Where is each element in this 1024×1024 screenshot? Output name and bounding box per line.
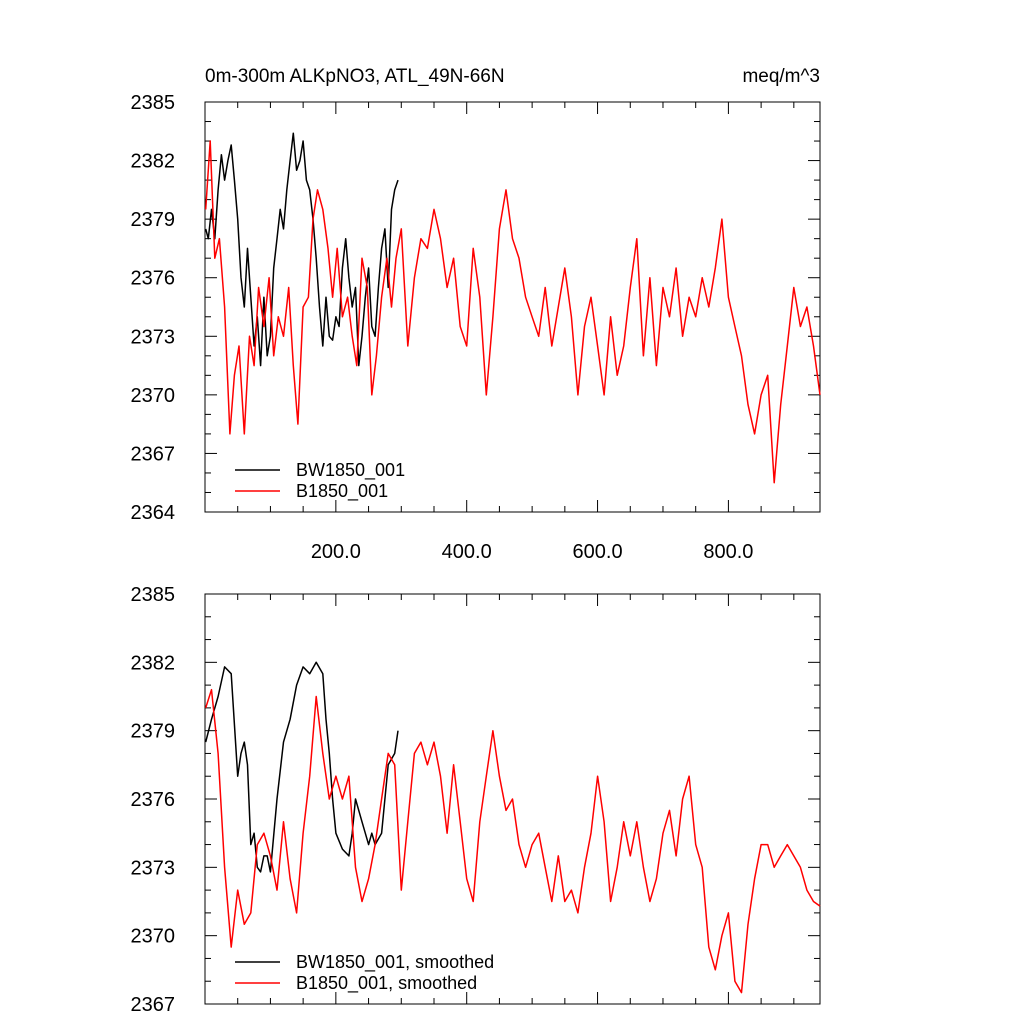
top-panel-title: 0m-300m ALKpNO3, ATL_49N-66N — [205, 66, 505, 87]
y-tick-label: 2382 — [131, 151, 176, 173]
series-line-black — [204, 661, 399, 873]
legend-label: B1850_001 — [296, 481, 388, 502]
series-line-red — [204, 140, 821, 484]
series-line-red — [204, 688, 821, 994]
bottom-panel: 2367 2370 2373 2376 2379 2382 2385 BW1850_001, … — [131, 584, 821, 1016]
top-panel: 0m-300m ALKpNO3, ATL_49N-66N meq/m^3 236… — [131, 66, 821, 563]
y-tick-label: 2373 — [131, 857, 176, 879]
legend-label: BW1850_001, smoothed — [296, 952, 494, 973]
y-tick-label: 2373 — [131, 326, 176, 348]
y-tick-label: 2364 — [131, 502, 176, 524]
x-tick-label: 600.0 — [573, 541, 623, 563]
legend-label: BW1850_001 — [296, 460, 405, 481]
y-tick-label: 2385 — [131, 92, 176, 114]
y-tick-label: 2379 — [131, 721, 176, 743]
y-tick-label: 2382 — [131, 652, 176, 674]
bottom-panel-plot: 2367 2370 2373 2376 2379 2382 2385 BW1850_001, … — [131, 584, 821, 1016]
y-tick-label: 2376 — [131, 789, 176, 811]
top-panel-plot: 2364 2367 2370 2373 2376 2379 2382 2385 200.0 400… — [131, 92, 821, 563]
y-tick-label: 2367 — [131, 443, 176, 465]
x-tick-label: 800.0 — [703, 541, 753, 563]
legend-label: B1850_001, smoothed — [296, 973, 477, 994]
y-tick-label: 2367 — [131, 994, 176, 1016]
y-tick-label: 2379 — [131, 209, 176, 231]
top-panel-units: meq/m^3 — [742, 66, 820, 87]
y-tick-label: 2376 — [131, 268, 176, 290]
y-tick-label: 2385 — [131, 584, 176, 606]
y-tick-label: 2370 — [131, 385, 176, 407]
plot-frame — [204, 101, 821, 513]
series-line-black — [204, 132, 399, 367]
y-tick-label: 2370 — [131, 926, 176, 948]
x-tick-label: 400.0 — [442, 541, 492, 563]
x-tick-label: 200.0 — [311, 541, 361, 563]
